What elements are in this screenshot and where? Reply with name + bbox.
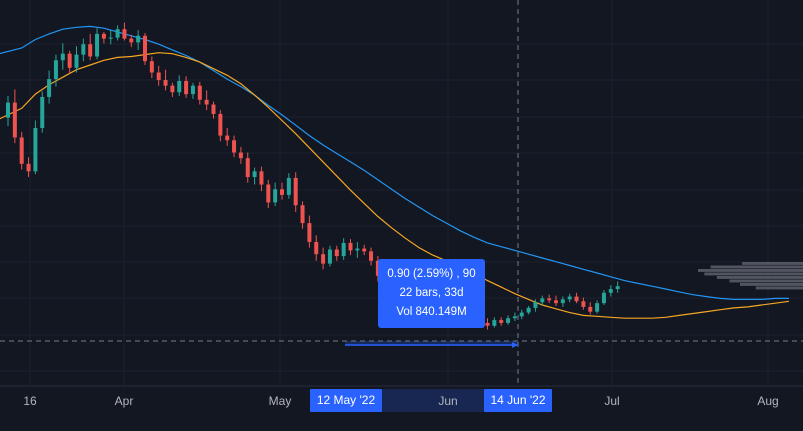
candle-down <box>170 86 174 93</box>
selected-date-range-band <box>382 389 484 412</box>
candle-up <box>95 34 99 57</box>
candle-up <box>40 97 44 128</box>
candle-down <box>547 298 551 300</box>
x-tick-label: May <box>269 394 292 408</box>
candle-down <box>486 323 490 326</box>
candle-up <box>54 60 58 79</box>
candle-down <box>27 164 31 172</box>
candle-down <box>307 223 311 242</box>
candle-up <box>520 313 524 317</box>
candle-up <box>568 297 572 300</box>
candle-up <box>527 308 531 313</box>
candle-up <box>513 316 517 318</box>
candle-up <box>6 103 10 118</box>
candle-down <box>554 300 558 303</box>
candle-down <box>314 242 318 254</box>
candle-up <box>540 298 544 302</box>
candle-down <box>369 251 373 260</box>
candle-up <box>109 38 113 39</box>
candle-down <box>259 171 263 184</box>
candle-down <box>321 254 325 263</box>
candle-down <box>164 80 168 86</box>
candle-down <box>239 153 243 159</box>
volume-profile-bar <box>740 283 803 286</box>
candle-down <box>335 249 339 256</box>
candle-down <box>157 72 161 80</box>
candle-down <box>349 243 353 251</box>
candle-down <box>362 249 366 252</box>
volume-profile-bar <box>756 287 803 290</box>
candle-down <box>13 103 17 138</box>
candle-up <box>328 249 332 263</box>
candle-down <box>499 320 503 323</box>
candle-up <box>191 86 195 94</box>
candle-down <box>218 114 222 136</box>
candle-down <box>68 54 72 68</box>
volume-profile-bar <box>704 273 803 276</box>
volume-profile-bar <box>730 280 803 283</box>
candle-down <box>280 189 284 195</box>
measurement-price-change: 0.90 (2.59%) , 90 <box>387 265 475 284</box>
candle-down <box>212 105 216 114</box>
x-tick-label: Aug <box>757 394 778 408</box>
candle-down <box>205 100 209 105</box>
candle-down <box>20 137 24 163</box>
candle-down <box>150 61 154 72</box>
candle-down <box>122 29 126 38</box>
candle-down <box>225 136 229 141</box>
candle-up <box>61 54 65 61</box>
candle-down <box>301 205 305 223</box>
candle-down <box>581 301 585 307</box>
candle-up <box>273 189 277 202</box>
candle-up <box>177 81 181 92</box>
candle-up <box>287 178 291 195</box>
measurement-tooltip: 0.90 (2.59%) , 90 22 bars, 33d Vol 840.1… <box>378 259 485 328</box>
candle-up <box>342 243 346 256</box>
candle-up <box>595 303 599 311</box>
candle-up <box>81 44 85 54</box>
range-end-date-badge[interactable]: 14 Jun '22 <box>484 389 552 412</box>
volume-profile-bar <box>717 276 803 279</box>
candle-up <box>355 249 359 251</box>
candle-down <box>88 44 92 56</box>
candle-down <box>246 158 250 177</box>
x-tick-label: Jun <box>438 394 457 408</box>
candle-up <box>75 55 79 68</box>
candle-up <box>561 299 565 303</box>
candle-up <box>33 128 37 171</box>
range-start-date-badge[interactable]: 12 May '22 <box>310 389 382 412</box>
candle-down <box>266 185 270 203</box>
candle-down <box>129 39 133 43</box>
candle-up <box>533 302 537 308</box>
candle-down <box>198 86 202 100</box>
candle-up <box>492 320 496 326</box>
candle-up <box>116 29 120 37</box>
candle-down <box>143 36 147 61</box>
volume-profile-bar <box>742 262 803 265</box>
candle-down <box>588 307 592 312</box>
candle-up <box>506 318 510 323</box>
x-tick-label: Jul <box>604 394 619 408</box>
candle-down <box>575 297 579 302</box>
candle-up <box>136 36 140 43</box>
volume-profile-bar <box>698 269 803 272</box>
x-tick-label: Apr <box>115 394 134 408</box>
candle-down <box>294 178 298 205</box>
candle-down <box>232 140 236 152</box>
measurement-volume: Vol 840.149M <box>396 303 466 322</box>
candle-up <box>602 293 606 303</box>
volume-profile-bar <box>711 266 803 269</box>
candle-down <box>102 34 106 39</box>
candle-down <box>184 81 188 94</box>
candle-up <box>616 286 620 289</box>
candle-up <box>609 289 613 293</box>
candle-up <box>47 79 51 97</box>
candle-up <box>253 171 257 177</box>
x-tick-label: 16 <box>23 394 36 408</box>
measurement-bar-count: 22 bars, 33d <box>400 284 464 303</box>
